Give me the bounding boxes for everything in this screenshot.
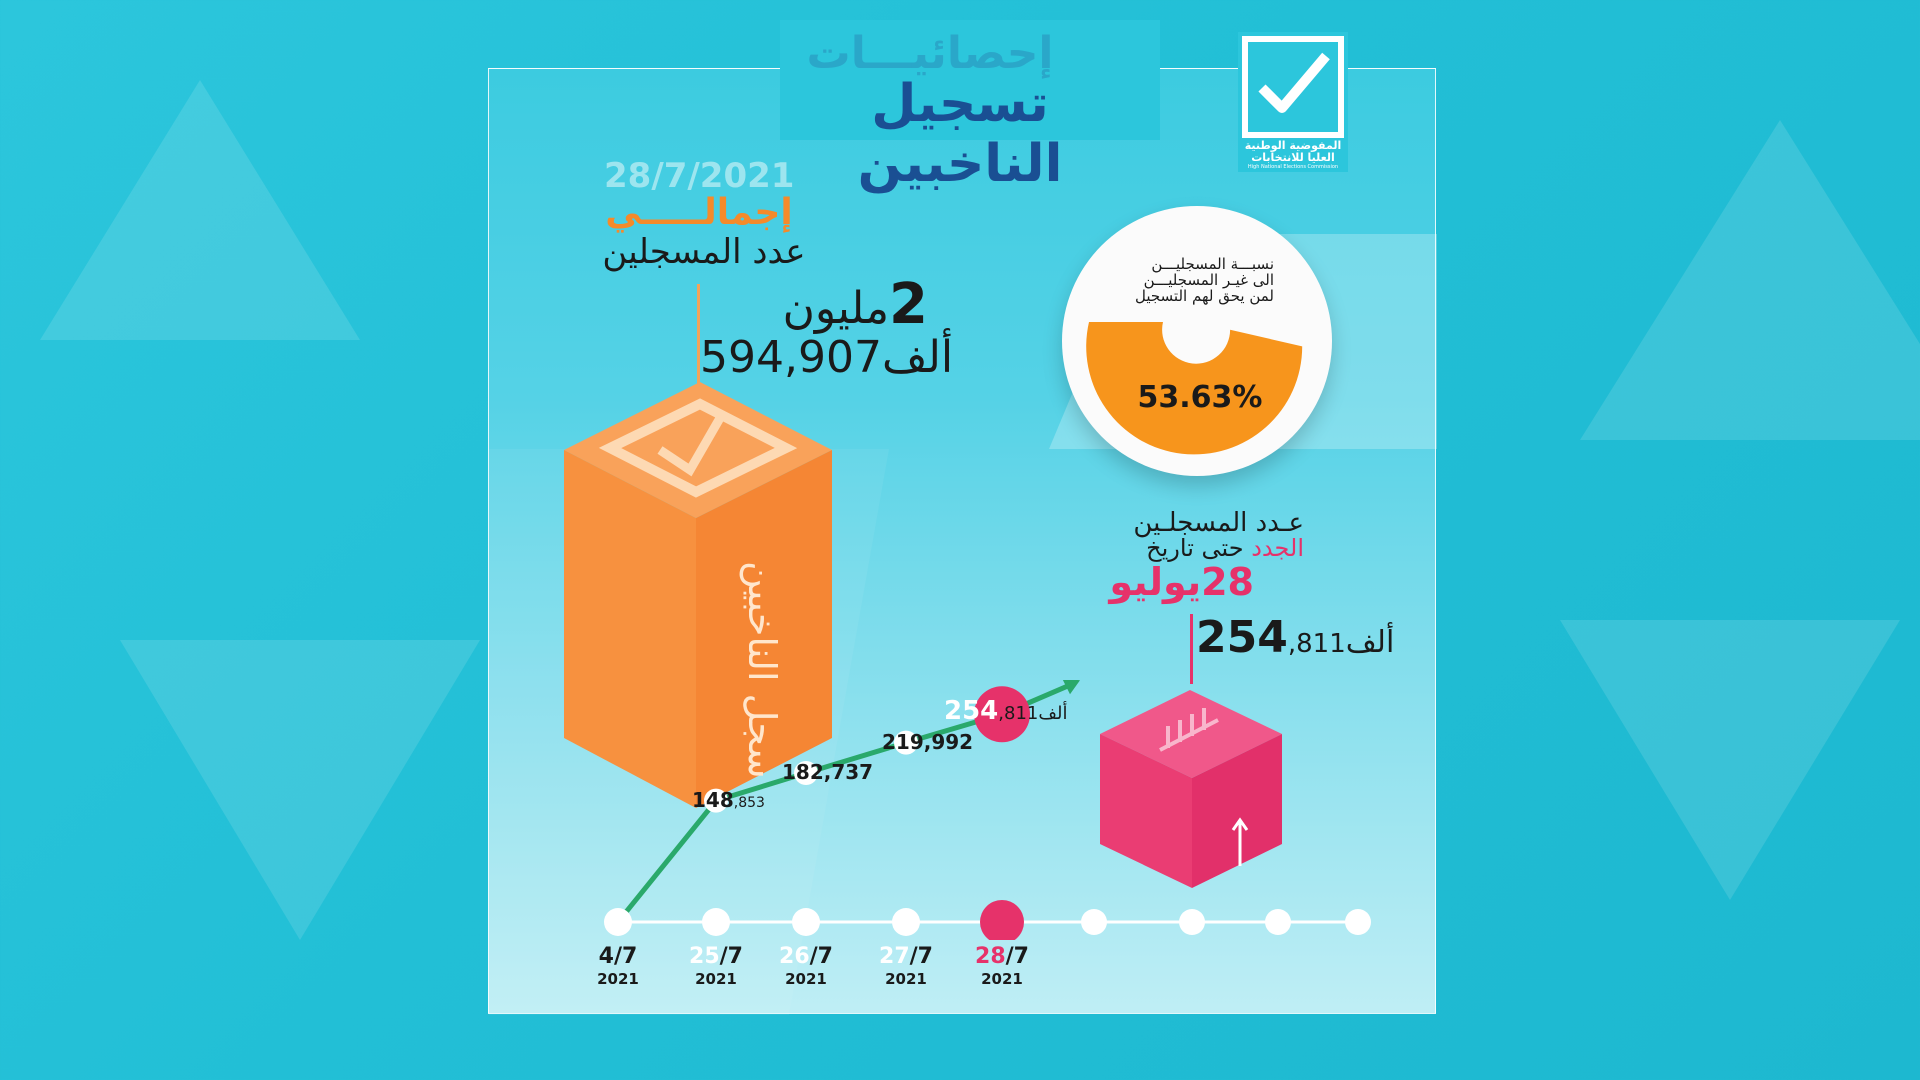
timeline-year: 2021 xyxy=(597,970,639,988)
timeline-date: 28/7 xyxy=(975,944,1029,969)
timeline-year: 2021 xyxy=(981,970,1023,988)
point-label-rest: ,811 xyxy=(998,703,1039,725)
new-label-line1: عـدد المسجلـين xyxy=(1133,508,1304,538)
timeline-date: 25/7 xyxy=(689,944,743,969)
timeline-dot-future xyxy=(1179,909,1205,935)
timeline-year: 2021 xyxy=(785,970,827,988)
new-value: ألف254,811 xyxy=(1196,612,1395,663)
pie-slice-registered xyxy=(1086,322,1303,455)
total-thousands: ألف594,907 xyxy=(700,332,954,383)
logo-name-en: High National Elections Commission xyxy=(1247,164,1339,170)
timeline-dot xyxy=(892,908,920,936)
page-title-line1: إحصائيـــات xyxy=(806,28,1054,79)
timeline-date: 4/7 xyxy=(598,944,638,969)
line-chart xyxy=(604,680,1371,940)
point-label: 182,737 xyxy=(782,760,873,784)
timeline-date: 26/7 xyxy=(779,944,833,969)
timeline-dot-future xyxy=(1081,909,1107,935)
total-connector xyxy=(697,284,700,386)
total-date: 28/7/2021 xyxy=(604,156,795,196)
tally-icon xyxy=(1159,708,1219,752)
timeline-dot xyxy=(702,908,730,936)
ballot-box-label: سجل الناخبين xyxy=(740,561,784,779)
data-point xyxy=(704,788,728,813)
pink-cube xyxy=(1100,690,1282,888)
ballot-box xyxy=(564,382,832,808)
data-point xyxy=(894,730,918,755)
timeline-date: 27/7 xyxy=(879,944,933,969)
checkmark-icon xyxy=(1242,36,1344,138)
point-label-value: 148 xyxy=(692,787,734,812)
point-label: 148,853 xyxy=(692,788,765,812)
commission-logo: المفوضية الوطنية العليا للانتخابات High … xyxy=(1238,32,1348,172)
page-title-line2: تسجيل الناخبين xyxy=(857,74,1063,194)
series-arrow xyxy=(1062,680,1080,695)
new-connector xyxy=(1190,614,1193,684)
timeline-dot-future xyxy=(1345,909,1371,935)
timeline-year: 2021 xyxy=(885,970,927,988)
new-label-line2: الجدد حتى تاريخ xyxy=(1146,534,1304,562)
timeline-dot-future xyxy=(1265,909,1291,935)
ballot-check-icon xyxy=(598,398,798,498)
point-label: 219,992 xyxy=(882,730,973,754)
total-label: إجمالـــــي xyxy=(605,192,793,233)
logo-name-ar: المفوضية الوطنية العليا للانتخابات xyxy=(1244,139,1342,164)
timeline-dot xyxy=(980,900,1024,940)
timeline-year: 2021 xyxy=(695,970,737,988)
count-label: عدد المسجلين xyxy=(602,232,806,272)
pie-label: نسبـــة المسجليـــن الى غيـر المسجليـــن… xyxy=(1134,255,1274,305)
timeline-dot xyxy=(604,908,632,936)
pie-slice xyxy=(1086,322,1303,455)
data-point xyxy=(794,760,818,785)
point-label-rest: ,853 xyxy=(733,794,765,811)
point-label-value: 182,737 xyxy=(782,759,874,784)
new-label-date: 28يوليو xyxy=(1109,560,1254,604)
pie-value: 53.63% xyxy=(1137,380,1263,415)
point-label: ألف 254,811 xyxy=(944,696,1067,726)
up-arrow-icon xyxy=(1231,817,1249,866)
timeline-dot xyxy=(792,908,820,936)
point-label-unit: ألف xyxy=(1038,703,1068,725)
point-label-value: 254 xyxy=(944,696,999,727)
title-backdrop xyxy=(780,20,1160,140)
data-point-latest xyxy=(974,686,1030,743)
total-millions: 2مليون xyxy=(782,272,928,337)
point-label-value: 219,992 xyxy=(882,729,974,754)
